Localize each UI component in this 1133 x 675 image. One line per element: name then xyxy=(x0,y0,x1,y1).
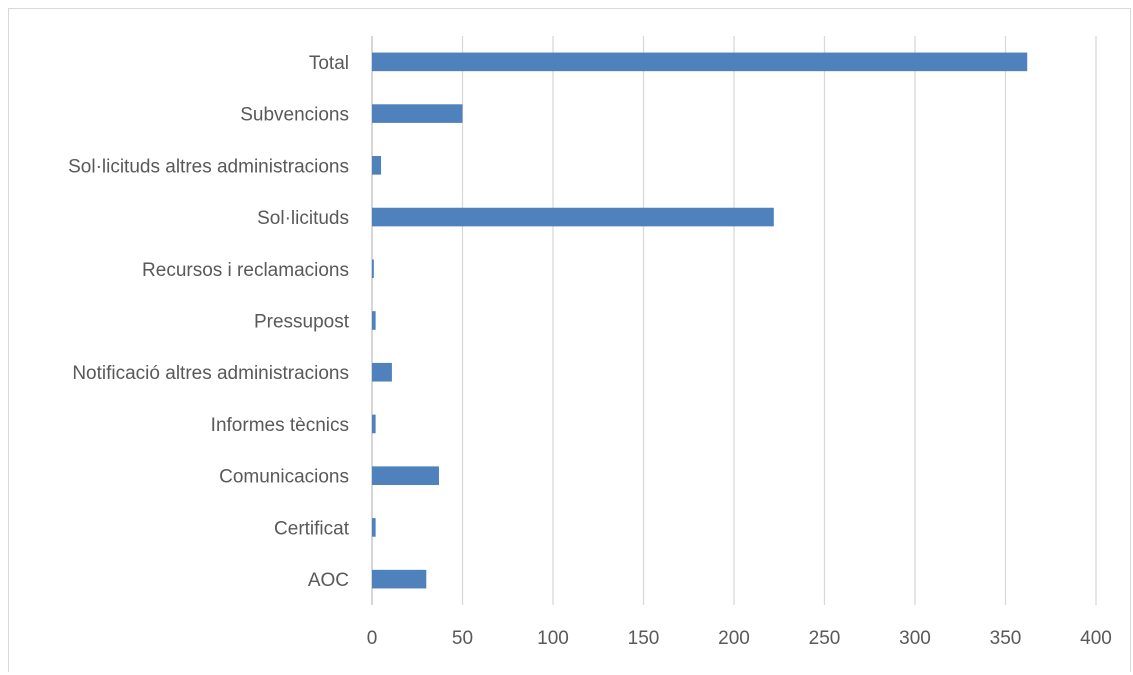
bar xyxy=(372,52,1028,72)
bar xyxy=(372,414,376,434)
x-tick-label: 200 xyxy=(718,628,750,649)
bar xyxy=(372,259,374,279)
bar xyxy=(372,569,427,589)
category-label: Total xyxy=(309,53,349,74)
x-tick-label: 250 xyxy=(809,628,841,649)
x-tick-label: 400 xyxy=(1080,628,1112,649)
x-tick-label: 150 xyxy=(628,628,660,649)
chart-frame xyxy=(8,8,1131,672)
bar xyxy=(372,518,376,537)
bar xyxy=(372,104,463,123)
category-label: Certificat xyxy=(274,518,350,539)
bar xyxy=(372,311,376,330)
bar xyxy=(372,362,392,382)
category-labels: AOC Certificat Comunicacions Informes tècni… xyxy=(68,53,350,591)
category-label: AOC xyxy=(308,570,349,591)
category-label: Sol·licituds xyxy=(257,208,349,229)
x-tick-label: 300 xyxy=(899,628,931,649)
x-tick-labels: 0 50 100 150 200 250 300 350 400 xyxy=(367,628,1112,649)
category-label: Comunicacions xyxy=(219,467,349,488)
gridlines xyxy=(371,36,1097,605)
category-label: Notificació altres administracions xyxy=(72,363,349,384)
category-label: Subvencions xyxy=(240,105,349,126)
bars xyxy=(372,52,1028,589)
x-tick-label: 350 xyxy=(990,628,1022,649)
bar xyxy=(372,207,774,227)
x-tick-label: 100 xyxy=(537,628,569,649)
category-label: Sol·licituds altres administracions xyxy=(68,156,349,177)
bar xyxy=(372,156,382,175)
category-label: Informes tècnics xyxy=(211,415,349,436)
x-tick-label: 50 xyxy=(452,628,473,649)
category-label: Recursos i reclamacions xyxy=(142,260,349,281)
x-tick-label: 0 xyxy=(367,628,378,649)
category-label: Pressupost xyxy=(254,312,350,333)
bar xyxy=(372,466,439,485)
